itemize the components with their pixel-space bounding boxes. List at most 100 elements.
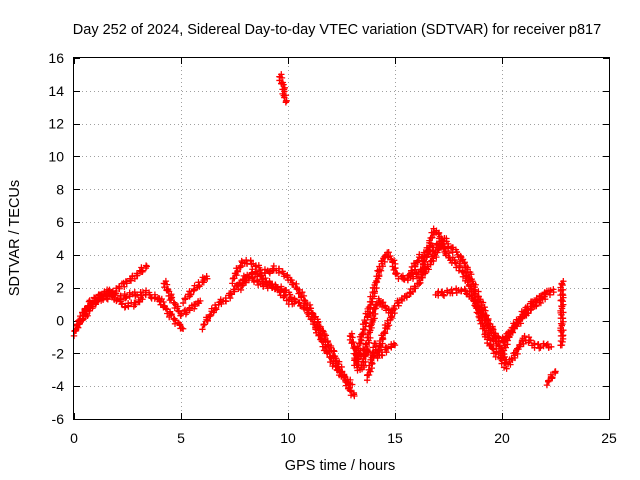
data-point [369,360,376,367]
data-point [167,311,175,319]
data-point [533,296,540,303]
data-point [407,267,415,275]
data-point [359,345,367,353]
data-point [278,74,286,82]
data-point [557,314,565,322]
data-point [472,281,479,288]
plot-frame [73,57,610,420]
data-point [348,338,356,346]
data-point [133,272,141,279]
data-point [279,268,286,275]
data-point [476,307,483,314]
data-point [237,286,245,294]
x-tick-label: 15 [387,430,403,446]
satellite-track-3 [79,288,146,317]
x-tick-label: 20 [494,430,510,446]
data-point [559,338,566,346]
data-point [375,295,382,303]
data-point [229,275,237,282]
satellite-track-6 [179,273,211,307]
data-point [527,337,534,344]
data-point [123,294,130,301]
data-point [173,305,181,312]
data-point [363,372,371,379]
data-point [200,279,208,286]
x-tick-label: 0 [70,430,78,446]
data-point [440,292,448,299]
data-point [425,251,432,258]
data-point [413,259,421,266]
data-point [206,313,213,320]
data-point [481,317,488,324]
data-point [411,285,418,292]
data-point [162,305,169,312]
data-point [168,294,176,301]
data-point [181,296,189,303]
data-point [212,304,219,312]
data-point [426,239,433,247]
data-point [372,340,379,347]
data-point [435,230,442,238]
data-point [516,315,523,323]
data-point [163,281,171,288]
data-point [537,299,545,307]
x-tick-label: 5 [177,430,185,446]
data-point [358,331,365,338]
data-point [197,297,204,305]
satellite-track-4 [160,277,204,319]
data-point [351,392,358,400]
data-point [72,326,80,333]
data-point [179,299,187,307]
data-point [435,292,442,299]
data-point [392,270,399,278]
data-point [507,329,514,336]
data-point [499,347,506,355]
satellite-track-17 [498,287,551,359]
y-tick-label: 0 [56,313,64,329]
data-point [451,259,459,266]
data-point [249,266,256,273]
data-point [307,305,315,312]
data-point [484,322,491,330]
data-point [319,327,326,334]
data-point [344,376,351,383]
satellite-track-16 [353,340,399,367]
data-point [433,253,440,261]
x-tick-label: 10 [280,430,296,446]
data-point [529,298,536,305]
data-point [281,292,288,299]
data-point [503,356,510,364]
data-point [302,299,310,307]
data-point [468,292,475,299]
data-point [353,360,360,367]
satellite-track-10 [276,71,290,106]
y-tick-label: 12 [48,116,64,132]
data-point [195,282,203,289]
data-point [121,283,128,290]
data-point [289,300,296,308]
data-point [487,327,494,334]
data-point [356,351,363,358]
data-point [233,265,240,272]
data-point [364,348,372,355]
data-point [274,284,281,291]
data-point [462,287,469,294]
data-point [550,286,557,293]
satellite-track-20 [363,340,380,384]
data-point [76,316,83,324]
data-point [346,387,354,394]
data-point [367,322,375,329]
data-point [474,303,482,310]
data-point [557,297,564,304]
data-point [167,295,175,302]
data-point [461,260,468,267]
data-point [409,288,417,296]
data-point [238,282,246,290]
data-point [391,341,399,349]
data-point [381,302,389,309]
data-point [430,257,437,265]
data-point [487,340,494,348]
data-point [558,305,566,312]
data-point [398,296,405,303]
data-point [488,344,496,352]
